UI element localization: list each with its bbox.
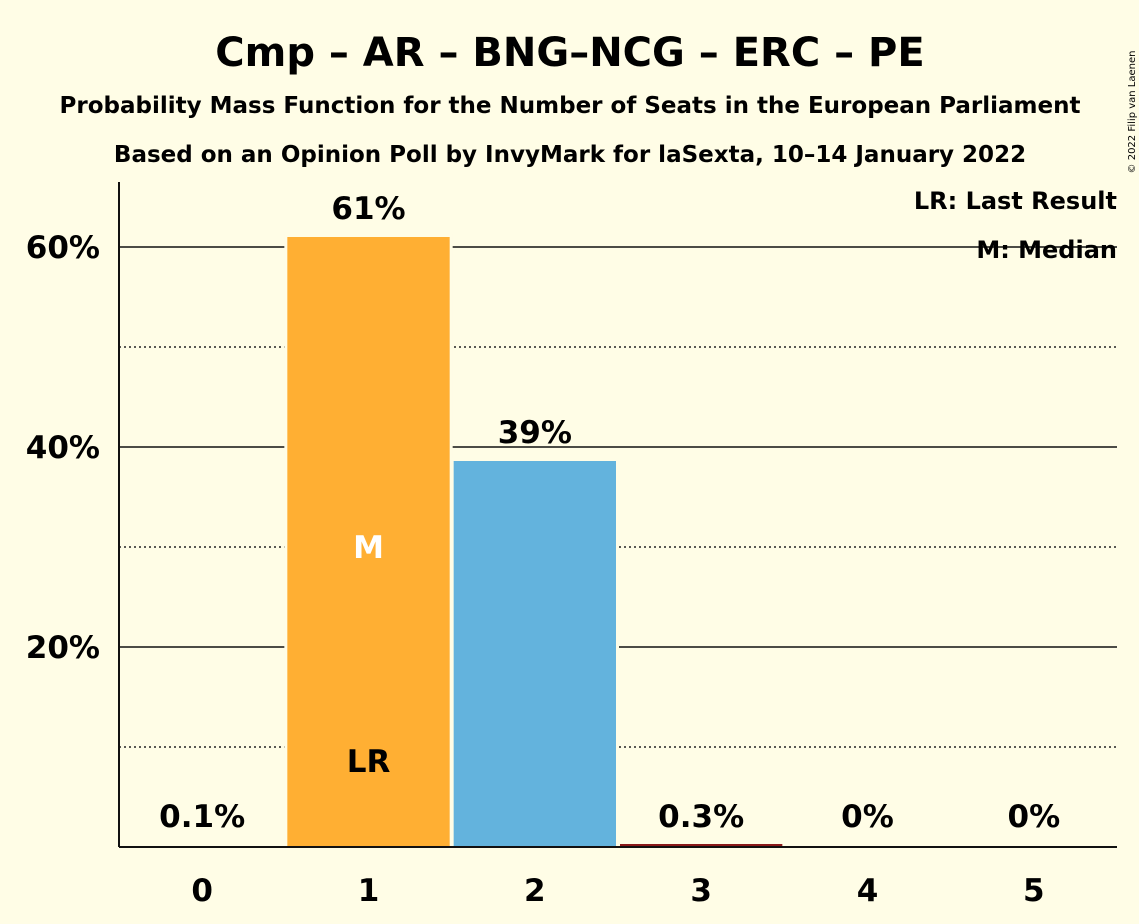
bar-3 (620, 844, 783, 847)
bar-value-label: 39% (498, 415, 572, 451)
y-tick-label: 60% (26, 230, 100, 266)
median-marker: M (353, 530, 384, 566)
bar-2 (453, 461, 616, 847)
bar-value-labels: 0.1% 61% 39% 0.3% 0% 0% (159, 191, 1060, 835)
x-tick-label: 0 (191, 873, 213, 909)
legend-median: M: Median (976, 236, 1117, 264)
x-tick-label: 2 (524, 873, 546, 909)
copyright-notice: © 2022 Filip van Laenen (1127, 51, 1138, 174)
y-tick-labels: 20% 40% 60% (26, 230, 100, 666)
bar-1 (287, 237, 450, 847)
bar-markers: LR M (347, 530, 391, 780)
x-tick-label: 1 (358, 873, 380, 909)
x-tick-label: 4 (857, 873, 879, 909)
x-tick-label: 3 (690, 873, 712, 909)
bar-value-label: 0.1% (159, 799, 245, 835)
bar-value-label: 0% (841, 799, 894, 835)
chart-subtitle: Probability Mass Function for the Number… (60, 93, 1081, 119)
y-tick-label: 20% (26, 630, 100, 666)
x-tick-label: 5 (1023, 873, 1045, 909)
last-result-marker: LR (347, 744, 391, 780)
y-tick-label: 40% (26, 430, 100, 466)
bar-value-label: 0% (1008, 799, 1061, 835)
x-tick-labels: 0 1 2 3 4 5 (191, 873, 1044, 909)
bars (121, 234, 783, 848)
bar-value-label: 61% (331, 191, 405, 227)
chart-title: Cmp – AR – BNG–NCG – ERC – PE (215, 30, 924, 76)
legend-last-result: LR: Last Result (914, 187, 1117, 215)
axes (118, 182, 1117, 848)
bar-value-label: 0.3% (658, 799, 744, 835)
chart-source: Based on an Opinion Poll by InvyMark for… (114, 142, 1026, 168)
